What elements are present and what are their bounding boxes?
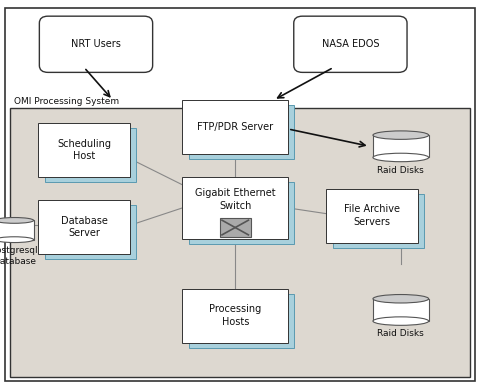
FancyBboxPatch shape xyxy=(182,100,288,154)
FancyBboxPatch shape xyxy=(189,294,294,348)
Ellipse shape xyxy=(0,237,34,243)
FancyBboxPatch shape xyxy=(220,218,251,237)
Text: FTP/PDR Server: FTP/PDR Server xyxy=(197,122,273,132)
Text: Database
Server: Database Server xyxy=(60,216,108,238)
Text: Raid Disks: Raid Disks xyxy=(377,166,424,174)
Text: Gigabit Ethernet
Switch: Gigabit Ethernet Switch xyxy=(195,188,276,211)
Ellipse shape xyxy=(373,131,429,139)
Ellipse shape xyxy=(373,295,429,303)
Ellipse shape xyxy=(373,153,429,162)
FancyBboxPatch shape xyxy=(38,200,130,254)
FancyBboxPatch shape xyxy=(182,177,288,239)
FancyBboxPatch shape xyxy=(294,16,407,72)
Text: NASA EDOS: NASA EDOS xyxy=(322,39,379,49)
Ellipse shape xyxy=(0,218,34,223)
FancyBboxPatch shape xyxy=(189,182,294,244)
FancyBboxPatch shape xyxy=(38,123,130,177)
Text: Postgresql
Database: Postgresql Database xyxy=(0,246,38,266)
Polygon shape xyxy=(0,220,34,239)
FancyBboxPatch shape xyxy=(189,105,294,159)
Text: File Archive
Servers: File Archive Servers xyxy=(344,204,400,227)
FancyBboxPatch shape xyxy=(45,128,136,182)
Polygon shape xyxy=(373,135,429,157)
FancyBboxPatch shape xyxy=(39,16,153,72)
FancyBboxPatch shape xyxy=(10,108,470,377)
Ellipse shape xyxy=(373,317,429,325)
FancyBboxPatch shape xyxy=(326,189,418,243)
FancyBboxPatch shape xyxy=(5,8,475,381)
Text: NRT Users: NRT Users xyxy=(71,39,121,49)
Polygon shape xyxy=(373,299,429,321)
FancyBboxPatch shape xyxy=(333,194,424,248)
Text: Raid Disks: Raid Disks xyxy=(377,329,424,338)
Text: Processing
Hosts: Processing Hosts xyxy=(209,305,261,327)
FancyBboxPatch shape xyxy=(45,205,136,259)
Text: Scheduling
Host: Scheduling Host xyxy=(57,139,111,161)
FancyBboxPatch shape xyxy=(182,289,288,343)
Text: OMI Processing System: OMI Processing System xyxy=(14,97,120,106)
